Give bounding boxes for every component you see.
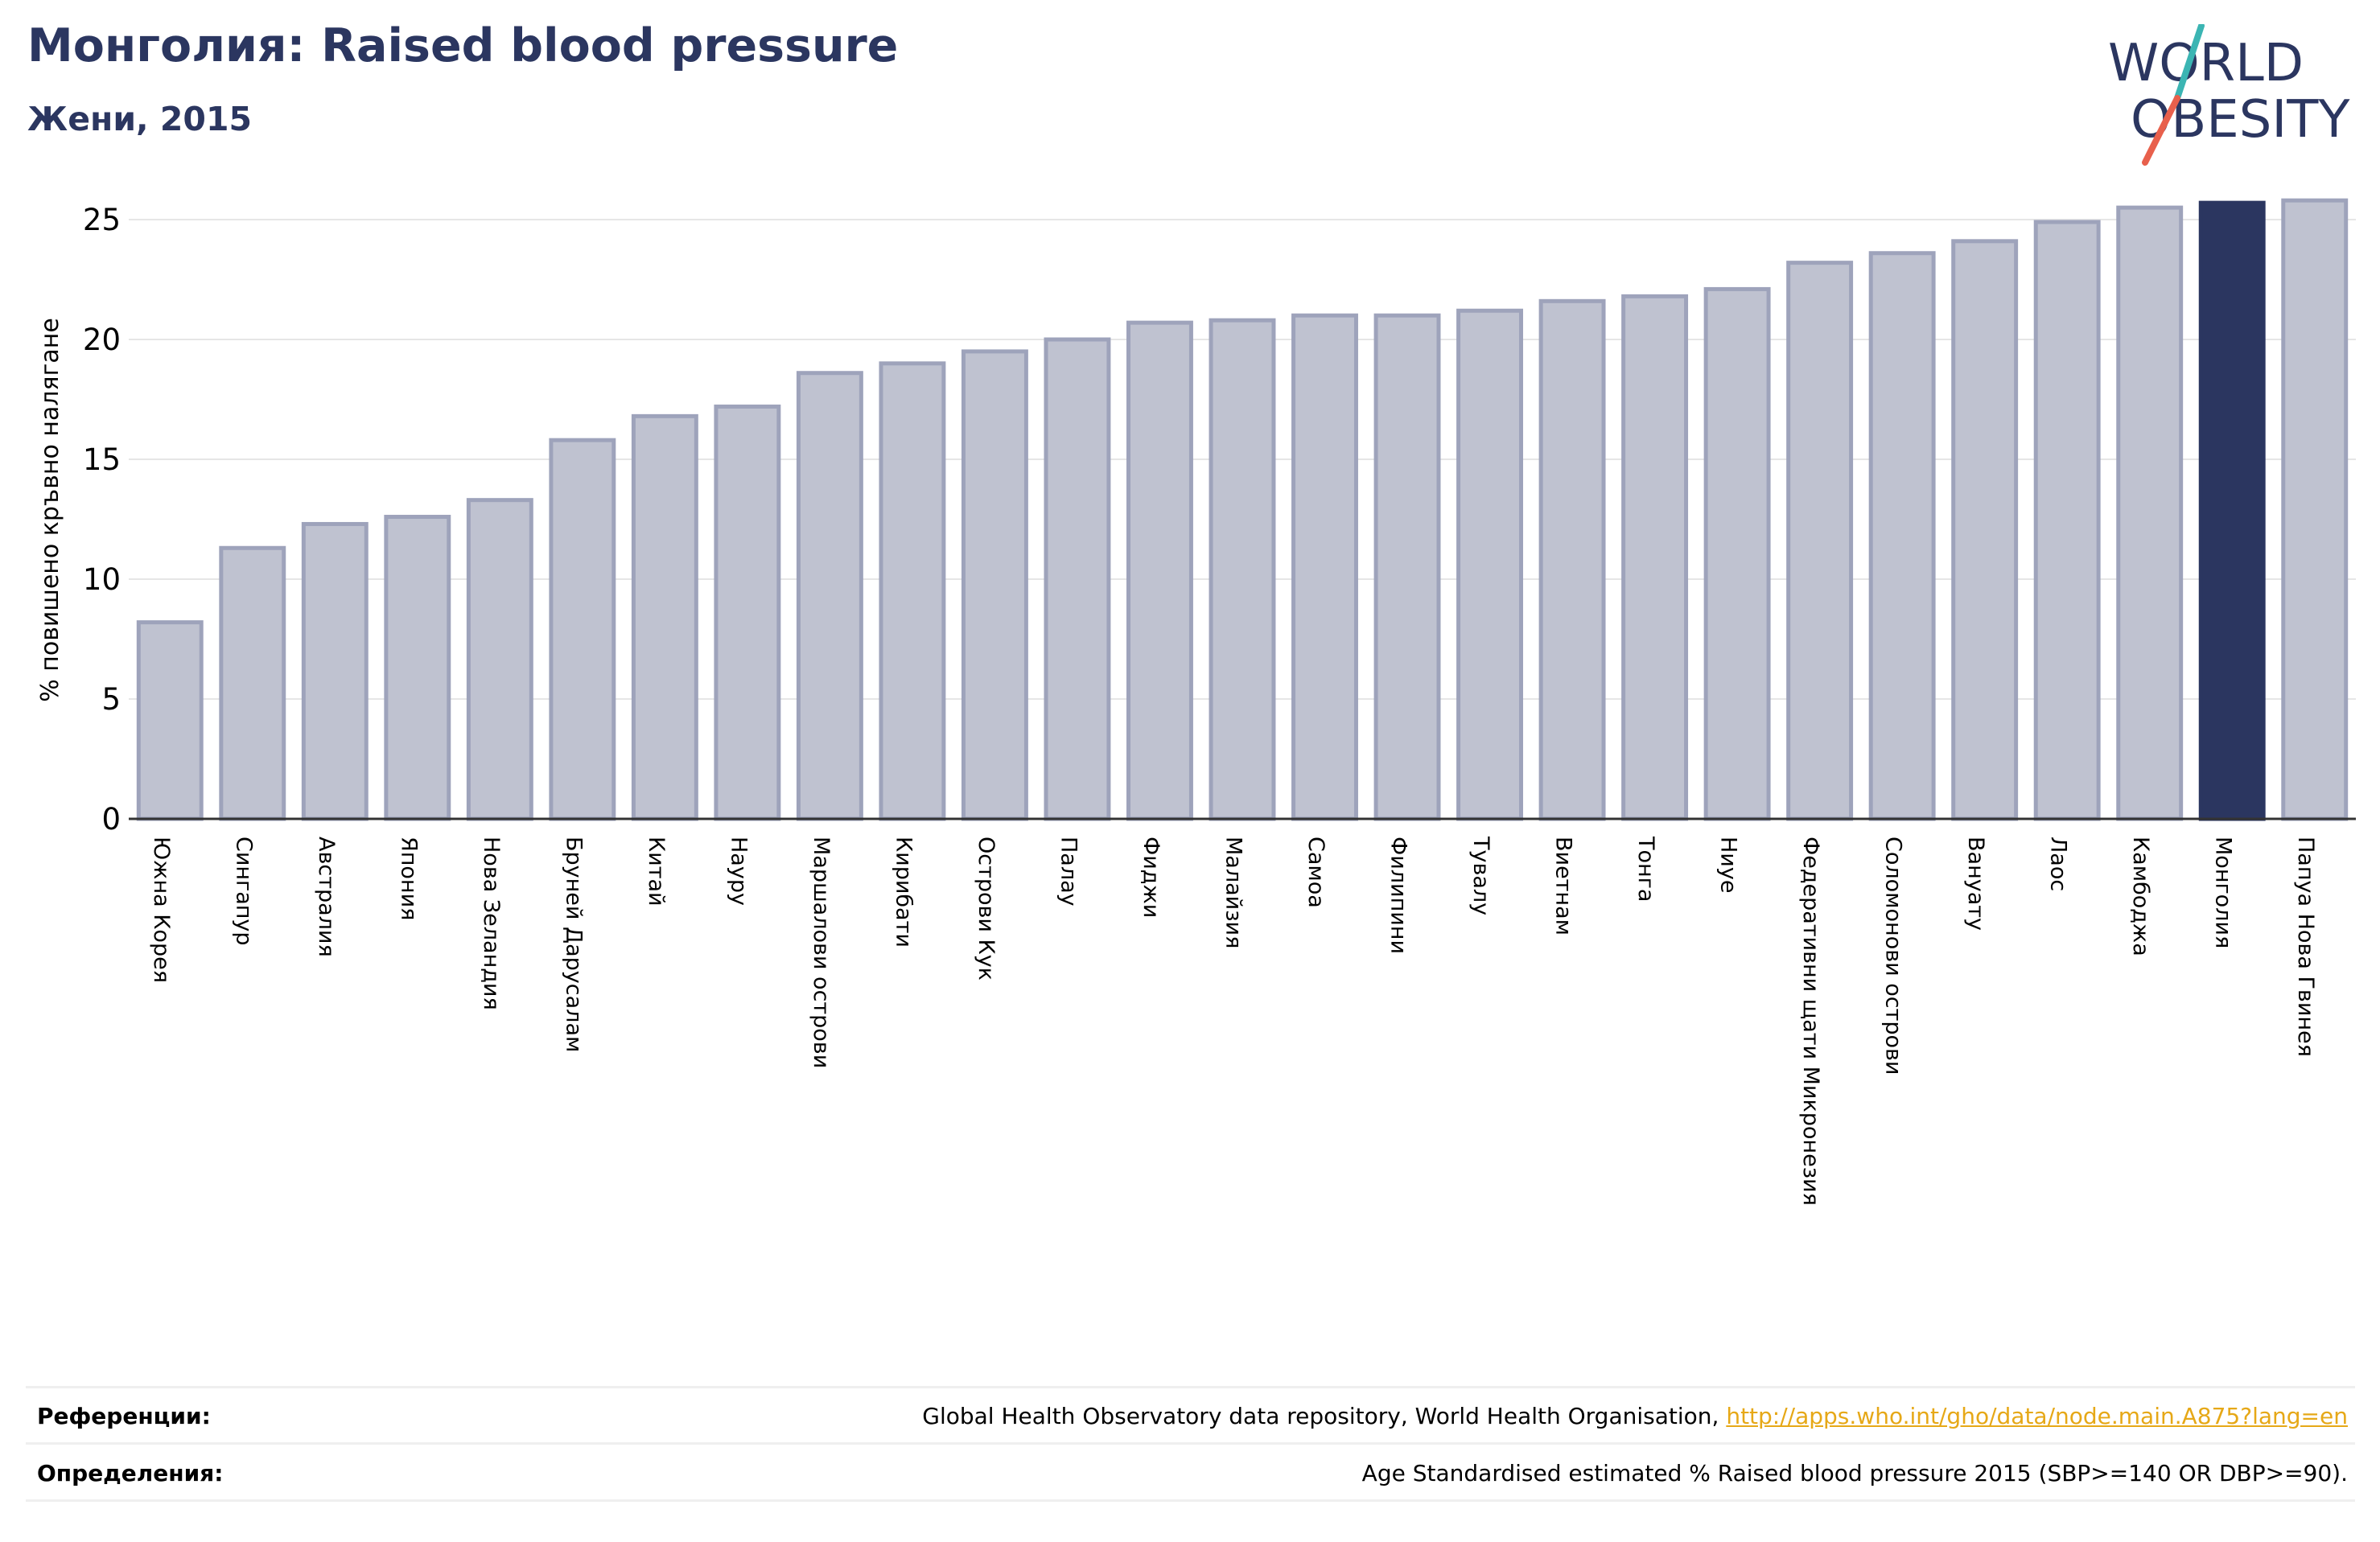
x-tick-label: Южна Корея: [149, 837, 174, 983]
x-tick-label: Тувалу: [1468, 836, 1493, 915]
bar: [1951, 239, 2019, 821]
bar-chart: 0 5 10 15 20 25 Южна Корея Сингапур Австралия Яп…: [36, 198, 2356, 1206]
bar: [631, 413, 698, 821]
x-tick-label: Папуа Нова Гвинея: [2293, 837, 2318, 1057]
bar-highlight: [2198, 200, 2266, 821]
logo-slash-teal: [2174, 24, 2205, 101]
bar: [1703, 286, 1771, 821]
bar: [1786, 261, 1854, 821]
bar: [1621, 294, 1689, 821]
bar: [466, 498, 533, 821]
y-tick-label: 25: [83, 203, 121, 237]
references-label: Референции:: [37, 1403, 211, 1429]
bar: [1868, 251, 1936, 821]
x-tick-label: Сингапур: [231, 837, 256, 946]
bar: [2281, 198, 2349, 821]
logo-slash-red: [2142, 95, 2180, 166]
x-tick-label: Виетнам: [1551, 837, 1576, 935]
definitions-value: Age Standardised estimated % Raised bloo…: [1361, 1460, 2348, 1486]
footer-divider: [26, 1499, 2355, 1502]
logo-text-world: WORLD: [2108, 34, 2304, 93]
bar: [714, 404, 781, 821]
bar: [2116, 205, 2184, 821]
bar: [219, 545, 286, 821]
y-tick-label: 5: [101, 682, 121, 717]
bar: [1044, 337, 1111, 821]
bar: [1209, 318, 1276, 821]
x-tick-label: Камбоджа: [2128, 837, 2153, 956]
world-obesity-logo: WORLD OBESITY: [2108, 24, 2350, 166]
bar: [1291, 313, 1358, 821]
y-tick-label: 0: [101, 802, 121, 837]
bar: [1126, 320, 1193, 821]
bar: [961, 349, 1028, 821]
bar: [1538, 298, 1606, 821]
x-tick-label: Бруней Дарусалам: [561, 837, 586, 1052]
y-axis-label: % повишено кръвно налягане: [36, 318, 64, 702]
x-axis-labels: Южна Корея Сингапур Австралия Япония Нова Зе…: [149, 836, 2318, 1206]
bar: [301, 521, 369, 821]
bar: [136, 620, 204, 821]
definitions-label: Определения:: [37, 1460, 224, 1486]
x-tick-label: Япония: [396, 837, 421, 920]
x-tick-label: Соломонови острови: [1881, 837, 1906, 1075]
footer-divider: [26, 1442, 2355, 1445]
references-text: Global Health Observatory data repositor…: [922, 1403, 1727, 1429]
references-value: Global Health Observatory data repositor…: [922, 1403, 2348, 1429]
bar: [549, 438, 616, 821]
page-title: Монголия: Raised blood pressure: [27, 19, 899, 72]
x-tick-label: Кирибати: [891, 837, 916, 948]
bar: [1373, 313, 1441, 821]
x-tick-label: Монголия: [2211, 837, 2236, 948]
x-tick-label: Самоа: [1303, 837, 1328, 908]
x-tick-label: Вануату: [1963, 837, 1988, 931]
x-tick-label: Тонга: [1633, 836, 1658, 902]
x-tick-label: Малайзия: [1221, 837, 1246, 948]
bars: [136, 198, 2349, 821]
x-tick-label: Филипини: [1386, 837, 1411, 954]
x-tick-label: Фиджи: [1139, 837, 1163, 918]
x-tick-label: Маршалови острови: [809, 837, 834, 1068]
y-tick-label: 15: [83, 442, 121, 477]
x-tick-label: Палау: [1056, 837, 1081, 907]
y-axis-ticks: 0 5 10 15 20 25: [83, 203, 121, 837]
x-tick-label: Нова Зеландия: [479, 837, 504, 1010]
page-subtitle: Жени, 2015: [27, 100, 253, 138]
y-tick-label: 20: [83, 323, 121, 357]
x-tick-label: Федеративни щати Микронезия: [1798, 837, 1823, 1206]
y-tick-label: 10: [83, 562, 121, 597]
bar: [2033, 220, 2101, 821]
x-tick-label: Австралия: [314, 837, 339, 957]
x-tick-label: Китай: [644, 837, 669, 907]
x-tick-label: Лаос: [2046, 837, 2071, 891]
x-tick-label: Ниуе: [1716, 837, 1741, 893]
bar: [384, 515, 451, 821]
bar: [796, 371, 863, 821]
references-link[interactable]: http://apps.who.int/gho/data/node.main.A…: [1726, 1403, 2348, 1429]
x-tick-label: Науру: [726, 837, 751, 906]
footer-divider: [26, 1386, 2355, 1388]
bar: [1456, 308, 1524, 821]
bar: [879, 361, 946, 821]
x-tick-label: Острови Кук: [974, 837, 999, 981]
